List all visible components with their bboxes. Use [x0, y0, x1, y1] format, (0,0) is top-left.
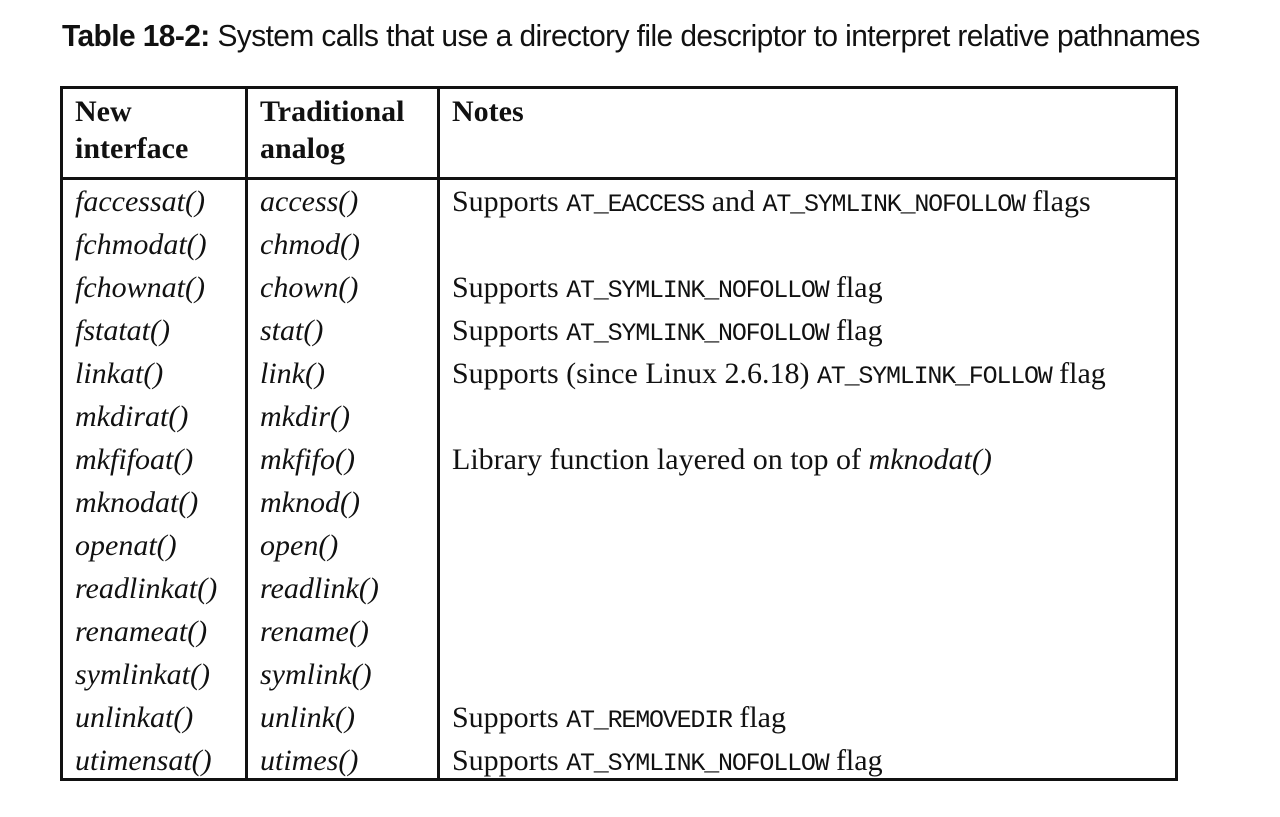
table-row: readlinkat() readlink() [63, 567, 1175, 610]
notes-cell: Supports AT_SYMLINK_NOFOLLOW flag [452, 266, 883, 309]
notes-text: flag [1051, 357, 1106, 390]
table-row: fchmodat() chmod() [63, 223, 1175, 266]
notes-text: Library function layered on top of [452, 443, 869, 476]
notes-code: AT_SYMLINK_NOFOLLOW [566, 319, 829, 348]
traditional-analog-cell: access() [260, 185, 359, 218]
notes-cell: Supports AT_SYMLINK_NOFOLLOW flag [452, 309, 883, 352]
notes-text: flag [828, 271, 883, 304]
new-interface-cell: fstatat() [75, 314, 170, 347]
table-row: mkdirat() mkdir() [63, 395, 1175, 438]
new-interface-cell: mkdirat() [75, 400, 189, 433]
header-divider [63, 177, 1175, 180]
traditional-analog-cell: chown() [260, 271, 359, 304]
notes-code: AT_REMOVEDIR [566, 706, 733, 735]
notes-cell: Supports AT_SYMLINK_NOFOLLOW flag [452, 739, 883, 782]
traditional-analog-cell: symlink() [260, 658, 372, 691]
traditional-analog-cell: readlink() [260, 572, 379, 605]
header-notes: Notes [452, 95, 524, 128]
table-caption: Table 18-2: System calls that use a dire… [62, 14, 1220, 58]
notes-text: flags [1024, 185, 1091, 218]
table-row: symlinkat() symlink() [63, 653, 1175, 696]
syscall-table: New interface Traditional analog Notes f… [60, 86, 1178, 781]
new-interface-cell: symlinkat() [75, 658, 210, 691]
header-new-interface: New interface [75, 95, 189, 165]
traditional-analog-cell: unlink() [260, 701, 355, 734]
notes-text: Supports [452, 744, 567, 777]
notes-text: and [704, 185, 763, 218]
notes-cell: Supports AT_REMOVEDIR flag [452, 696, 786, 739]
table-row: utimensat() utimes() Supports AT_SYMLINK_N… [63, 739, 1175, 782]
table-row: faccessat() access() Supports AT_EACCESS a… [63, 180, 1175, 223]
table-row: unlinkat() unlink() Supports AT_REMOVEDIR … [63, 696, 1175, 739]
table-body: faccessat() access() Supports AT_EACCESS a… [63, 180, 1175, 782]
notes-text: Supports [452, 185, 567, 218]
traditional-analog-cell: rename() [260, 615, 369, 648]
notes-code: AT_SYMLINK_FOLLOW [816, 362, 1053, 391]
new-interface-cell: faccessat() [75, 185, 205, 218]
traditional-analog-cell: utimes() [260, 744, 359, 777]
table-caption-label: Table 18-2: [62, 18, 210, 53]
header-traditional-analog: Traditional analog [260, 95, 405, 165]
notes-text: flag [731, 701, 786, 734]
table-caption-text: System calls that use a directory file d… [209, 18, 1200, 53]
new-interface-cell: fchownat() [75, 271, 205, 304]
notes-function: mknodat() [868, 443, 992, 476]
notes-text: flag [828, 314, 883, 347]
notes-text: Supports (since Linux 2.6.18) [452, 357, 817, 390]
notes-code: AT_SYMLINK_NOFOLLOW [762, 190, 1026, 219]
traditional-analog-cell: mknod() [260, 486, 360, 519]
table-row: linkat() link() Supports (since Linux 2.6.… [63, 352, 1175, 395]
table-row: mknodat() mknod() [63, 481, 1175, 524]
new-interface-cell: mkfifoat() [75, 443, 194, 476]
traditional-analog-cell: chmod() [260, 228, 360, 261]
new-interface-cell: renameat() [75, 615, 208, 648]
column-divider [437, 89, 440, 778]
notes-text: Supports [452, 701, 567, 734]
table-row: renameat() rename() [63, 610, 1175, 653]
new-interface-cell: readlinkat() [75, 572, 218, 605]
notes-code: AT_SYMLINK_NOFOLLOW [566, 749, 829, 778]
notes-text: flag [828, 744, 883, 777]
table-row: fstatat() stat() Supports AT_SYMLINK_NOFOL… [63, 309, 1175, 352]
notes-text: Supports [452, 271, 567, 304]
traditional-analog-cell: mkfifo() [260, 443, 355, 476]
notes-cell: Supports AT_EACCESS and AT_SYMLINK_NOFOL… [452, 180, 1091, 223]
traditional-analog-cell: open() [260, 529, 339, 562]
table-row: openat() open() [63, 524, 1175, 567]
table-row: fchownat() chown() Supports AT_SYMLINK_NOF… [63, 266, 1175, 309]
new-interface-cell: fchmodat() [75, 228, 207, 261]
traditional-analog-cell: mkdir() [260, 400, 350, 433]
notes-cell: Library function layered on top of mknod… [452, 438, 992, 481]
table-row: mkfifoat() mkfifo() Library function layer… [63, 438, 1175, 481]
notes-text: Supports [452, 314, 567, 347]
notes-code: AT_SYMLINK_NOFOLLOW [566, 276, 829, 305]
traditional-analog-cell: link() [260, 357, 325, 390]
notes-code: AT_EACCESS [566, 190, 705, 219]
new-interface-cell: utimensat() [75, 744, 212, 777]
new-interface-cell: openat() [75, 529, 177, 562]
traditional-analog-cell: stat() [260, 314, 324, 347]
notes-cell: Supports (since Linux 2.6.18) AT_SYMLINK… [452, 352, 1106, 395]
new-interface-cell: mknodat() [75, 486, 199, 519]
column-divider [245, 89, 248, 778]
new-interface-cell: linkat() [75, 357, 164, 390]
new-interface-cell: unlinkat() [75, 701, 194, 734]
